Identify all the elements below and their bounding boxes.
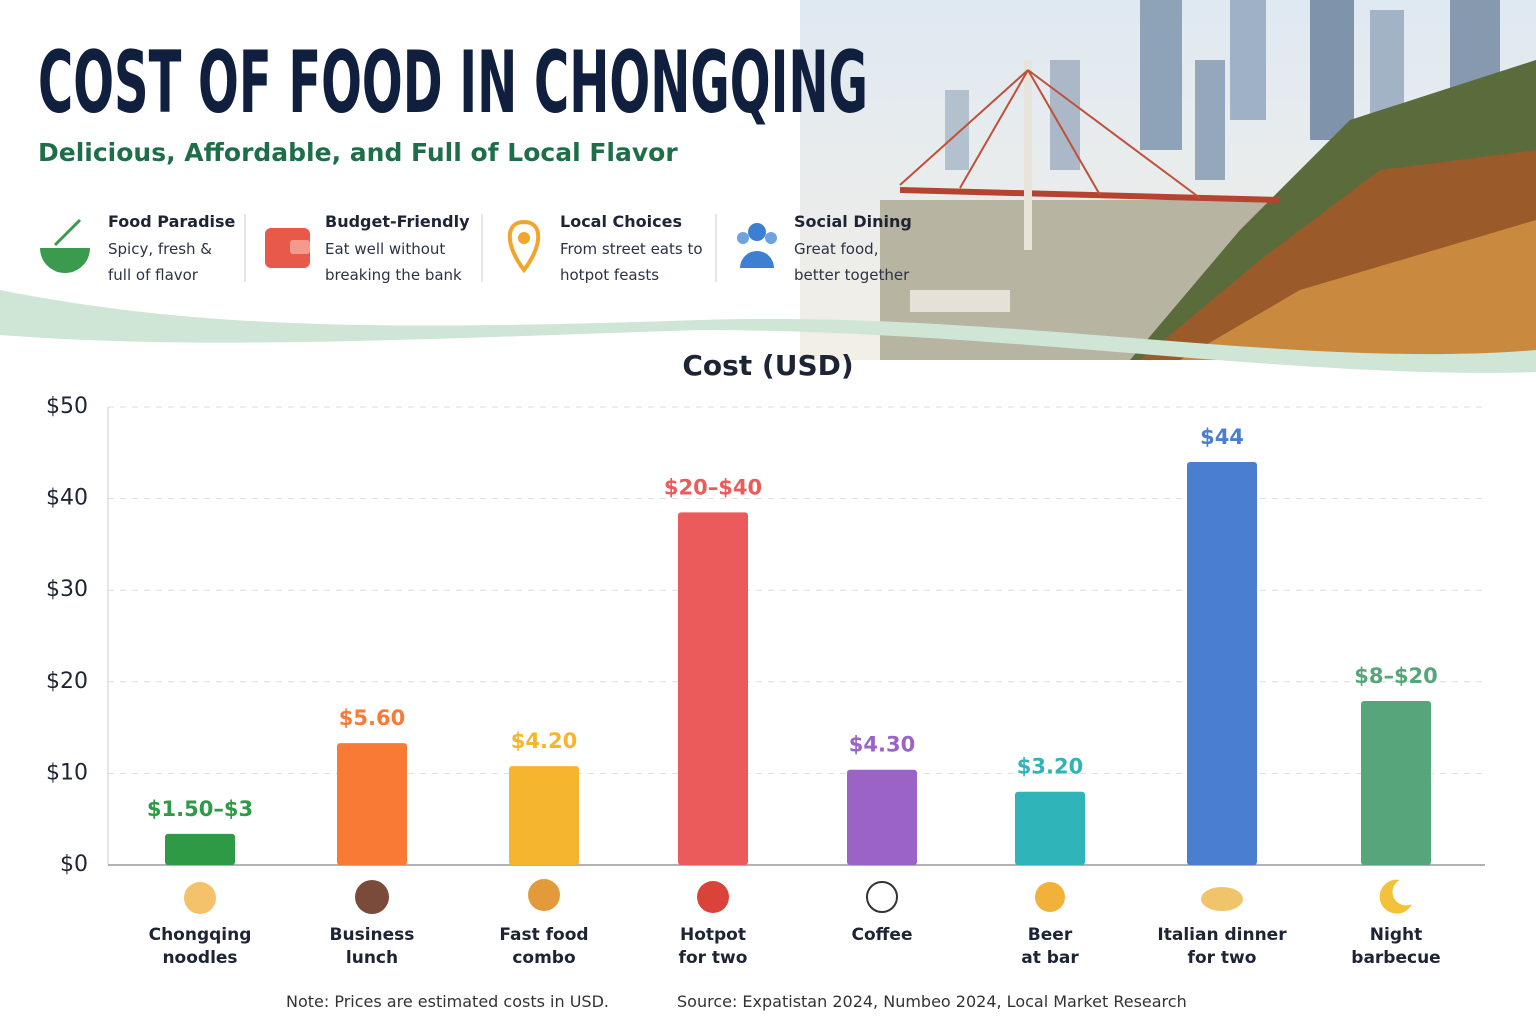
data-label: $20–$40 bbox=[664, 475, 762, 499]
x-tick-label: Night barbecue bbox=[1351, 925, 1441, 968]
x-tick-label: Coffee bbox=[851, 925, 913, 945]
source: Source: Expatistan 2024, Numbeo 2024, Lo… bbox=[677, 992, 1187, 1011]
x-tick-label: Hotpot for two bbox=[678, 925, 748, 968]
bar bbox=[337, 743, 407, 865]
bar bbox=[678, 512, 748, 865]
city-photo bbox=[0, 0, 1536, 373]
feature-icons bbox=[40, 214, 777, 282]
category-icons bbox=[184, 879, 1412, 914]
feature-description: Eat well without breaking the bank bbox=[325, 240, 462, 284]
feature-description: From street eats to hotpot feasts bbox=[560, 240, 703, 284]
data-label: $4.30 bbox=[849, 733, 915, 757]
y-tick-label: $0 bbox=[60, 852, 88, 877]
feature-title: Food Paradise bbox=[108, 212, 236, 231]
x-tick-label: Fast food combo bbox=[499, 925, 589, 968]
x-tick-label: Beer at bar bbox=[1021, 925, 1079, 968]
note: Note: Prices are estimated costs in USD. bbox=[286, 992, 609, 1011]
x-tick-label: Business lunch bbox=[329, 925, 415, 968]
y-tick-label: $10 bbox=[46, 760, 88, 785]
y-tick-label: $40 bbox=[46, 486, 88, 511]
bar bbox=[1187, 461, 1257, 865]
subtitle: Delicious, Affordable, and Full of Local… bbox=[38, 138, 678, 167]
data-label: $44 bbox=[1200, 425, 1244, 449]
x-tick-label: Italian dinner for two bbox=[1157, 925, 1287, 968]
bar bbox=[1361, 701, 1431, 865]
feature-title: Social Dining bbox=[794, 212, 912, 231]
data-label: $8–$20 bbox=[1354, 664, 1438, 688]
data-label: $1.50–$3 bbox=[147, 797, 253, 821]
data-label: $4.20 bbox=[511, 729, 577, 753]
data-label: $3.20 bbox=[1017, 755, 1083, 779]
feature-description: Great food, better together bbox=[794, 240, 910, 284]
data-label: $5.60 bbox=[339, 706, 405, 730]
feature-title: Budget-Friendly bbox=[325, 212, 470, 231]
feature-description: Spicy, fresh & full of flavor bbox=[108, 240, 213, 284]
page-title: COST OF FOOD IN CHONGQING bbox=[38, 33, 868, 133]
feature-title: Local Choices bbox=[560, 212, 682, 231]
x-tick-label: Chongqing noodles bbox=[148, 925, 252, 968]
y-tick-label: $50 bbox=[46, 394, 88, 419]
axis-title: Cost (USD) bbox=[682, 349, 853, 382]
bar bbox=[1015, 791, 1085, 865]
bar bbox=[847, 769, 917, 865]
bar bbox=[509, 766, 579, 865]
y-tick-label: $20 bbox=[46, 669, 88, 694]
bar bbox=[165, 833, 235, 865]
y-tick-label: $30 bbox=[46, 577, 88, 602]
